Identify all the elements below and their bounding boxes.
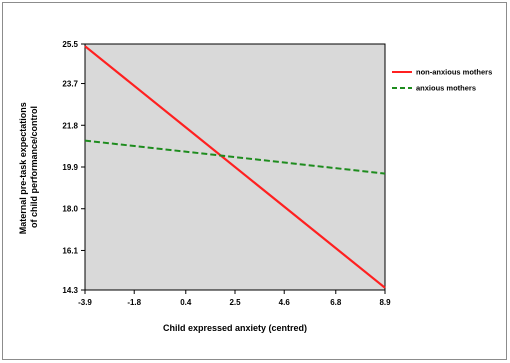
x-tick-label: 6.8: [330, 298, 342, 307]
y-tick-label: 25.5: [62, 40, 78, 49]
y-tick-label: 16.1: [62, 246, 78, 255]
x-tick-label: 0.4: [180, 298, 192, 307]
x-tick-label: 4.6: [279, 298, 291, 307]
y-axis-ticks: 14.3 16.1 18.0 19.9 21.8 23.7 25.5: [62, 40, 85, 295]
x-tick-label: 8.9: [379, 298, 391, 307]
y-tick-label: 23.7: [62, 80, 78, 89]
legend: non-anxious mothers anxious mothers: [392, 68, 492, 93]
legend-label-anxious: anxious mothers: [416, 84, 476, 93]
series-line-non-anxious-mothers: [84, 45, 386, 289]
y-axis-title: Maternal pre-task expectations of child …: [18, 100, 39, 235]
y-tick-label: 21.8: [62, 121, 78, 130]
x-axis-title: Child expressed anxiety (centred): [163, 323, 307, 333]
y-axis-title-line-2: of child performance/control: [29, 106, 39, 228]
x-tick-label: -1.8: [127, 298, 141, 307]
series-line-anxious-mothers: [84, 139, 386, 175]
series-layer: [84, 45, 386, 289]
y-tick-label: 18.0: [62, 205, 78, 214]
y-tick-label: 14.3: [62, 286, 78, 295]
x-axis-ticks: -3.9 -1.8 0.4 2.5 4.6 6.8 8.9: [78, 290, 391, 307]
y-axis-title-line-1: Maternal pre-task expectations: [18, 102, 28, 234]
y-tick-label: 19.9: [62, 163, 78, 172]
legend-label-non-anxious: non-anxious mothers: [416, 68, 492, 77]
x-tick-label: -3.9: [78, 298, 92, 307]
x-tick-label: 2.5: [229, 298, 241, 307]
